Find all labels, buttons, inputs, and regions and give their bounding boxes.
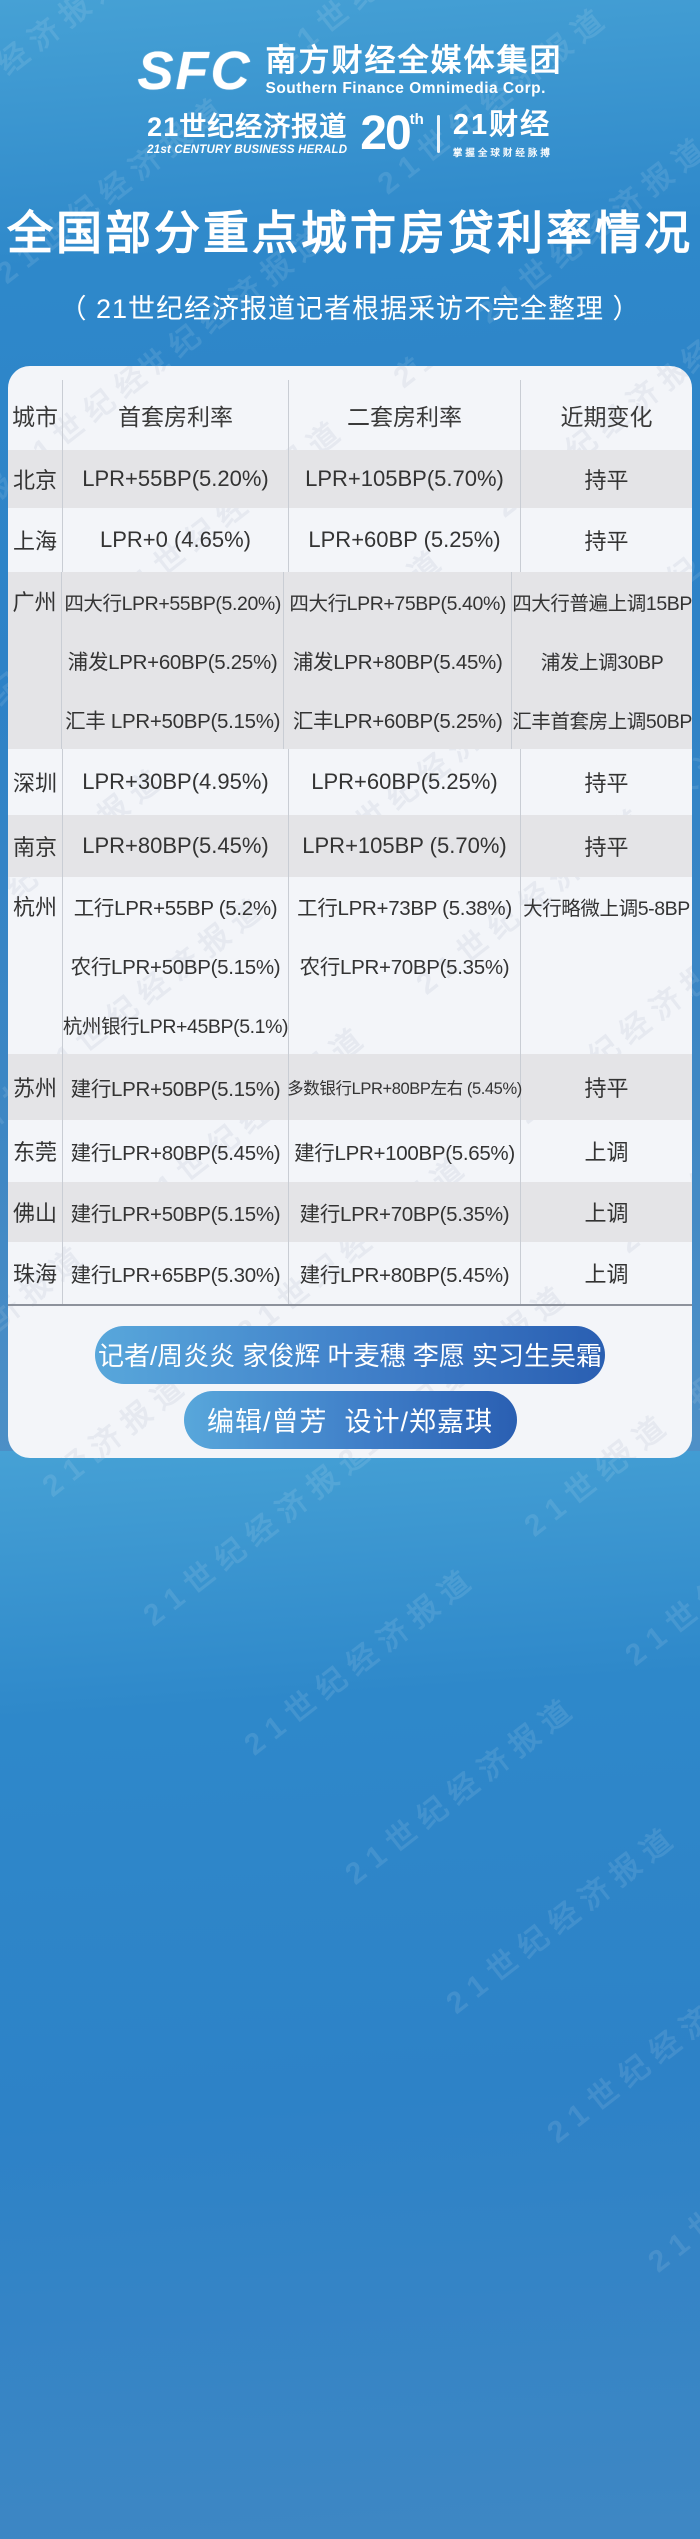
city-name: 苏州 [12,1075,57,1101]
first-home-rate: 汇丰 LPR+50BP(5.15%) [65,710,281,734]
recent-change: 持平 [584,834,629,860]
anniversary-suffix: th [409,111,424,129]
table-row-hangzhou: 杭州 工行LPR+55BP (5.2%) 农行LPR+50BP(5.15%) 杭… [8,876,692,1054]
second-home-rate: 汇丰LPR+60BP(5.25%) [292,710,503,734]
city-name: 东莞 [12,1139,57,1165]
second-home-rate: 建行LPR+100BP(5.65%) [294,1141,515,1165]
finance-logo-cn: 21财经 [452,109,552,142]
first-home-rate: 建行LPR+50BP(5.15%) [70,1202,281,1226]
table-bottom-divider [8,1303,692,1306]
table-row-beijing: 北京 LPR+55BP(5.20%) LPR+105BP(5.70%) 持平 [8,449,692,508]
table-row-foshan: 佛山 建行LPR+50BP(5.15%) 建行LPR+70BP(5.35%) 上… [8,1181,692,1242]
second-home-rate: LPR+60BP (5.25%) [308,526,501,552]
second-home-rate: 多数银行LPR+80BP左右 (5.45%) [287,1079,522,1098]
second-home-rate: 建行LPR+80BP(5.45%) [299,1263,510,1287]
header-text: 首套房利率 [118,403,233,430]
second-home-rate: 农行LPR+70BP(5.35%) [299,956,510,980]
recent-change: 上调 [584,1261,629,1287]
recent-change: 汇丰首套房上调50BP [512,710,692,733]
first-home-rate: 工行LPR+55BP (5.2%) [73,897,278,921]
recent-change: 大行略微上调5-8BP [523,897,690,920]
first-home-rate: 建行LPR+50BP(5.15%) [70,1077,281,1101]
header-city: 城市 [8,379,63,450]
city-name: 南京 [12,834,57,860]
header-text: 二套房利率 [347,403,462,430]
first-home-rate: LPR+30BP(4.95%) [82,768,269,794]
first-home-rate: LPR+55BP(5.20%) [82,465,269,491]
table-row-dongguan: 东莞 建行LPR+80BP(5.45%) 建行LPR+100BP(5.65%) … [8,1119,692,1182]
page-subtitle: （ 21世纪经济报道记者根据采访不完全整理 ） [59,293,641,324]
editor-designer-credit-pill: 编辑/曾芳 设计/郑嘉琪 [183,1390,517,1449]
second-home-rate: 四大行LPR+75BP(5.40%) [289,592,506,615]
page-title: 全国部分重点城市房贷利率情况 [7,206,693,259]
second-home-rate: LPR+105BP(5.70%) [305,465,504,491]
second-home-rate: LPR+60BP(5.25%) [311,768,498,794]
second-home-rate: 建行LPR+70BP(5.35%) [299,1202,510,1226]
anniversary-20th-logo: 20 th [360,110,424,158]
city-name: 北京 [12,467,57,493]
second-home-rate: 工行LPR+73BP (5.38%) [297,897,512,921]
first-home-rate: LPR+80BP(5.45%) [82,832,269,858]
recent-change: 上调 [584,1139,629,1165]
anniversary-number: 20 [360,107,411,161]
city-name: 珠海 [12,1261,57,1287]
header-second-home-rate: 二套房利率 [289,379,521,450]
table-row-nanjing: 南京 LPR+80BP(5.45%) LPR+105BP (5.70%) 持平 [8,814,692,877]
city-name: 杭州 [12,895,57,921]
logo-divider [436,115,440,154]
finance-slogan: 掌握全球财经脉搏 [452,147,553,159]
first-home-rate: 农行LPR+50BP(5.15%) [70,956,281,980]
header-text: 城市 [12,403,58,430]
recent-change: 浦发上调30BP [540,651,664,674]
header-first-home-rate: 首套房利率 [63,379,289,450]
recent-change: 上调 [584,1200,629,1226]
recent-change: 持平 [584,770,629,796]
city-name: 上海 [12,528,57,554]
table-row-suzhou: 苏州 建行LPR+50BP(5.15%) 多数银行LPR+80BP左右 (5.4… [8,1053,692,1120]
table-row-shenzhen: 深圳 LPR+30BP(4.95%) LPR+60BP(5.25%) 持平 [8,748,692,815]
city-name: 广州 [12,590,57,616]
herald-logo-en: 21st CENTURY BUSINESS HERALD [147,143,348,156]
sfc-logo: SFC [137,41,252,102]
group-name-cn: 南方财经全媒体集团 [265,43,563,78]
header-recent-change: 近期变化 [521,380,692,450]
second-home-rate: 浦发LPR+80BP(5.45%) [292,651,503,675]
brand-band: SFC 南方财经全媒体集团 Southern Finance Omnimedia… [0,0,700,159]
recent-change: 持平 [584,467,629,493]
rates-table-card: 21世纪经济报道 21世纪经济报道 21世纪经济报道 21世纪经济报道 21世纪经济报道… [8,365,692,1458]
first-home-rate: 四大行LPR+55BP(5.20%) [64,592,281,615]
table-header-row: 城市 首套房利率 二套房利率 近期变化 [8,379,692,450]
first-home-rate: LPR+0 (4.65%) [99,526,252,552]
first-home-rate: 建行LPR+65BP(5.30%) [70,1263,281,1287]
reporters-credit-pill: 记者/周炎炎 家俊辉 叶麦穗 李愿 实习生吴霜 [95,1325,605,1384]
recent-change: 持平 [584,1075,629,1101]
table-row-shanghai: 上海 LPR+0 (4.65%) LPR+60BP (5.25%) 持平 [8,507,692,572]
first-home-rate: 杭州银行LPR+45BP(5.1%) [62,1015,289,1038]
first-home-rate: 浦发LPR+60BP(5.25%) [67,651,278,675]
first-home-rate: 建行LPR+80BP(5.45%) [70,1141,281,1165]
table-row-guangzhou: 广州 四大行LPR+55BP(5.20%) 浦发LPR+60BP(5.25%) … [8,571,692,749]
herald-logo-cn: 21世纪经济报道 [147,111,348,142]
recent-change: 四大行普遍上调15BP [512,592,692,615]
second-home-rate: LPR+105BP (5.70%) [302,832,507,858]
city-name: 深圳 [12,770,57,796]
group-name-en: Southern Finance Omnimedia Corp. [265,80,546,98]
recent-change: 持平 [584,528,629,554]
credits-section: 记者/周炎炎 家俊辉 叶麦穗 李愿 实习生吴霜 编辑/曾芳 设计/郑嘉琪 [8,1306,692,1449]
table-row-zhuhai: 珠海 建行LPR+65BP(5.30%) 建行LPR+80BP(5.45%) 上… [8,1241,692,1304]
header-text: 近期变化 [560,403,653,430]
city-name: 佛山 [12,1200,57,1226]
